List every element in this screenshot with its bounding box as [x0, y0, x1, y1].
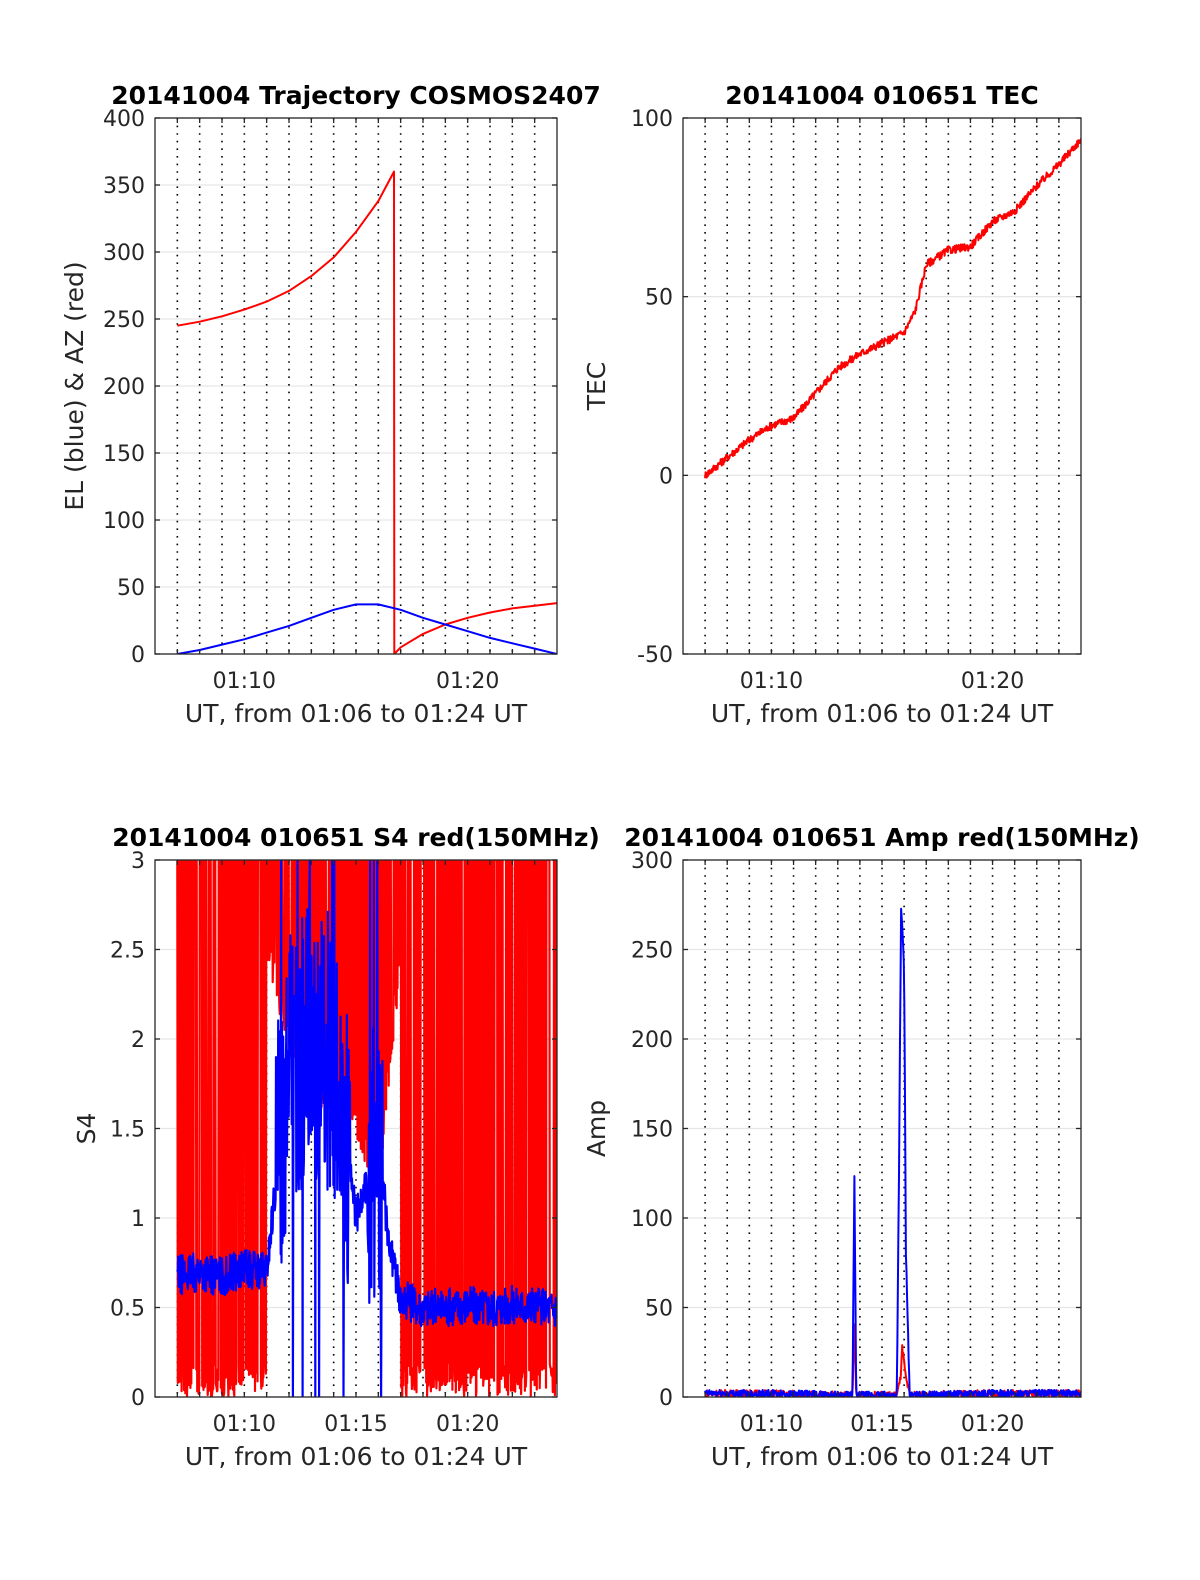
- y-tick-label: 50: [645, 286, 673, 311]
- x-tick-label: 01:20: [961, 669, 1024, 694]
- y-tick-label: 200: [103, 375, 145, 400]
- x-tick-label: 01:20: [961, 1412, 1024, 1437]
- x-tick-label: 01:15: [324, 1412, 387, 1437]
- series-line-0: [704, 1323, 1081, 1397]
- chart-tec: -50 0 50 100 01:10 01:20 20141004 010651 TEC UT…: [582, 81, 1082, 728]
- chart-title: 20141004 010651 S4 red(150MHz): [112, 823, 600, 852]
- y-tick-label: -50: [637, 643, 673, 668]
- x-axis-label: UT, from 01:06 to 01:24 UT: [711, 699, 1054, 728]
- axes-box: [682, 117, 1082, 655]
- chart-trajectory: 0 50 100 150 200 250 300 350 400 01:10 01:20 201410…: [60, 81, 601, 728]
- chart-title: 20141004 010651 Amp red(150MHz): [624, 823, 1140, 852]
- y-axis-label: Amp: [582, 1100, 611, 1157]
- y-tick-label: 2.5: [110, 939, 145, 964]
- y-tick-label: 1: [131, 1207, 145, 1232]
- series-line-0: [177, 170, 557, 654]
- series-line-1: [176, 860, 557, 1397]
- y-tick-label: 150: [631, 1118, 673, 1143]
- chart-title: 20141004 010651 TEC: [725, 81, 1038, 110]
- series-line-0: [704, 138, 1081, 479]
- y-tick-label: 50: [645, 1297, 673, 1322]
- y-tick-label: 150: [103, 442, 145, 467]
- y-tick-label: 100: [631, 1207, 673, 1232]
- x-tick-label: 01:10: [213, 1412, 276, 1437]
- x-axis-label: UT, from 01:06 to 01:24 UT: [185, 1442, 528, 1471]
- x-axis-label: UT, from 01:06 to 01:24 UT: [185, 699, 528, 728]
- chart-title: 20141004 Trajectory COSMOS2407: [111, 81, 601, 110]
- y-tick-label: 300: [631, 849, 673, 874]
- x-axis-label: UT, from 01:06 to 01:24 UT: [711, 1442, 1054, 1471]
- series-line-1: [704, 907, 1081, 1397]
- y-tick-label: 250: [103, 308, 145, 333]
- y-axis-label: S4: [72, 1113, 101, 1145]
- y-tick-label: 100: [103, 509, 145, 534]
- y-tick-label: 250: [631, 939, 673, 964]
- y-tick-label: 0: [659, 464, 673, 489]
- y-tick-label: 200: [631, 1028, 673, 1053]
- y-tick-label: 0: [131, 643, 145, 668]
- y-tick-label: 100: [631, 107, 673, 132]
- y-tick-label: 400: [103, 107, 145, 132]
- x-tick-label: 01:20: [436, 669, 499, 694]
- y-tick-label: 50: [117, 576, 145, 601]
- x-tick-label: 01:10: [740, 669, 803, 694]
- chart-amp: 0 50 100 150 200 250 300 01:10 01:15 01:20 2014100…: [582, 823, 1140, 1471]
- y-tick-label: 0: [131, 1386, 145, 1411]
- y-tick-label: 2: [131, 1028, 145, 1053]
- y-tick-label: 350: [103, 174, 145, 199]
- chart-s4: 0 0.5 1 1.5 2 2.5 3 01:10 01:15 01:20 20141004 010…: [72, 823, 600, 1471]
- y-axis-label: EL (blue) & AZ (red): [60, 261, 89, 510]
- y-tick-label: 3: [131, 849, 145, 874]
- y-tick-label: 0.5: [110, 1297, 145, 1322]
- y-tick-label: 0: [659, 1386, 673, 1411]
- y-tick-label: 1.5: [110, 1118, 145, 1143]
- y-axis-label: TEC: [582, 362, 611, 412]
- series-line-0: [176, 860, 557, 1397]
- x-tick-label: 01:20: [436, 1412, 499, 1437]
- x-tick-label: 01:10: [213, 669, 276, 694]
- series-line-1: [177, 603, 557, 654]
- y-tick-label: 300: [103, 241, 145, 266]
- x-tick-label: 01:15: [850, 1412, 913, 1437]
- x-tick-label: 01:10: [740, 1412, 803, 1437]
